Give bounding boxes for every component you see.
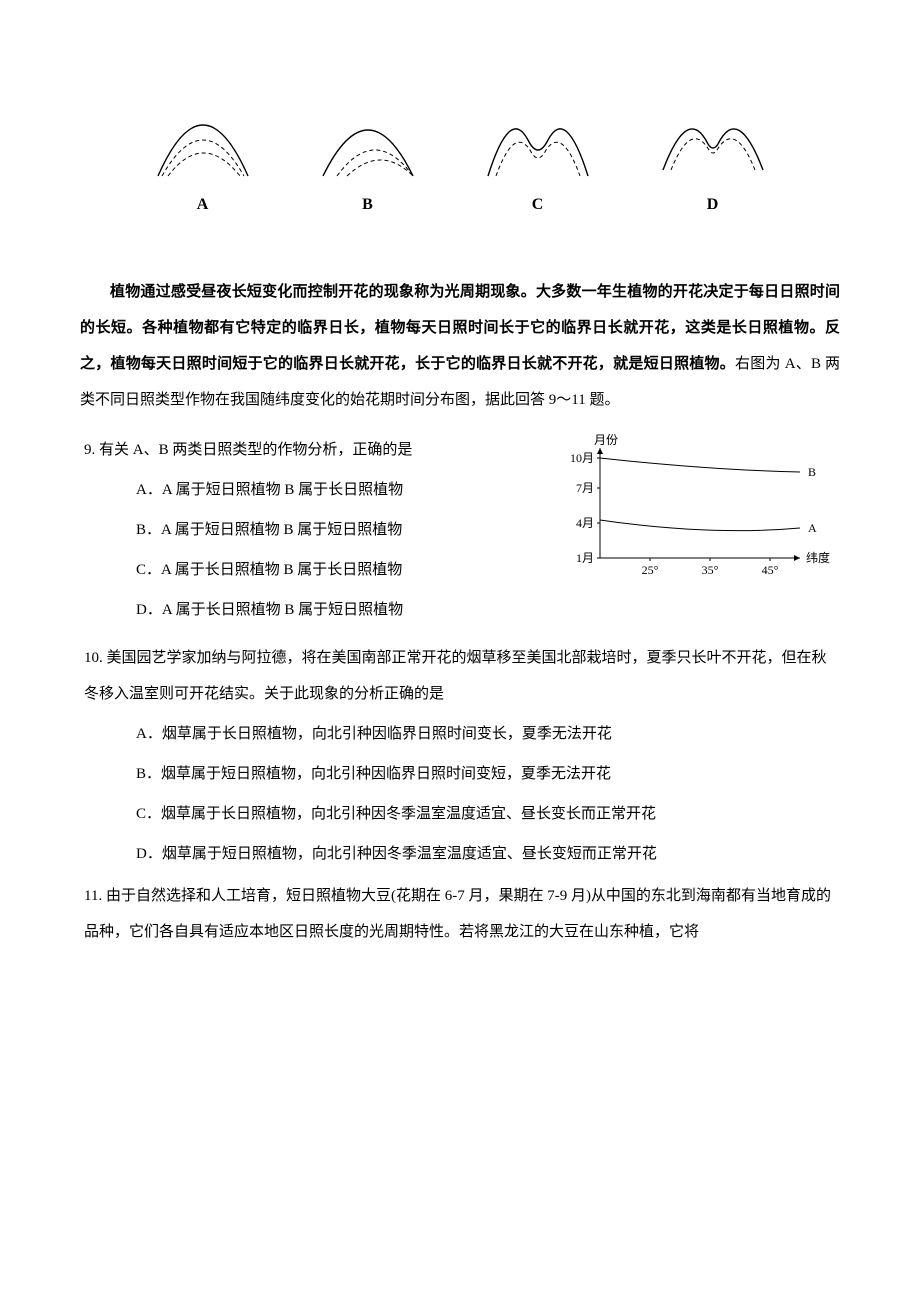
svg-text:35°: 35° [702,563,719,577]
q9-opt-a: A．A 属于短日照植物 B 属于长日照植物 [136,472,560,508]
q9-opt-c: C．A 属于长日照植物 B 属于长日照植物 [136,552,560,588]
svg-text:25°: 25° [642,563,659,577]
q9-opt-b: B．A 属于短日照植物 B 属于短日照植物 [136,512,560,548]
question-10: 10. 美国园艺学家加纳与阿拉德，将在美国南部正常开花的烟草移至美国北部栽培时，… [80,640,840,872]
shape-b: B [313,110,423,224]
passage-bold: 植物通过感受昼夜长短变化而控制开花的现象称为光周期现象。大多数一年生植物的开花决… [80,284,840,372]
svg-text:纬度: 纬度 [806,550,830,565]
svg-text:7月: 7月 [576,481,594,495]
q10-options: A．烟草属于长日照植物，向北引种因临界日照时间变长，夏季无法开花 B．烟草属于短… [84,716,840,872]
q10-opt-a: A．烟草属于长日照植物，向北引种因临界日照时间变长，夏季无法开花 [136,716,840,752]
q11-num: 11. [84,888,102,904]
svg-text:B: B [808,465,816,479]
shape-diagram-row: A B C D [80,90,840,244]
q10-opt-c: C．烟草属于长日照植物，向北引种因冬季温室温度适宜、昼长变长而正常开花 [136,796,840,832]
q10-num: 10. [84,650,103,666]
q9-options: A．A 属于短日照植物 B 属于长日照植物 B．A 属于短日照植物 B 属于短日… [84,472,560,628]
q9-num: 9. [84,442,95,458]
question-11: 11. 由于自然选择和人工培育，短日照植物大豆(花期在 6-7 月，果期在 7-… [80,878,840,950]
shape-d: D [653,110,773,224]
svg-text:45°: 45° [762,563,779,577]
shape-label-c: C [478,186,598,224]
shape-label-b: B [313,186,423,224]
q11-stem: 由于自然选择和人工培育，短日照植物大豆(花期在 6-7 月，果期在 7-9 月)… [84,888,831,940]
passage-text: 植物通过感受昼夜长短变化而控制开花的现象称为光周期现象。大多数一年生植物的开花决… [80,274,840,418]
shape-label-a: A [148,186,258,224]
shape-c: C [478,110,598,224]
shape-a: A [148,110,258,224]
svg-text:4月: 4月 [576,516,594,530]
q10-opt-d: D．烟草属于短日照植物，向北引种因冬季温室温度适宜、昼长变短而正常开花 [136,836,840,872]
svg-text:A: A [808,521,817,535]
q9-opt-d: D．A 属于长日照植物 B 属于短日照植物 [136,592,560,628]
latitude-chart: 月份纬度 10月 7月 4月 1月 25° 35° 45° B A [560,428,840,588]
question-9: 9. 有关 A、B 两类日照类型的作物分析，正确的是 A．A 属于短日照植物 B… [80,432,560,628]
shape-label-d: D [653,186,773,224]
svg-text:月份: 月份 [594,433,618,447]
q9-stem: 有关 A、B 两类日照类型的作物分析，正确的是 [99,442,412,458]
svg-text:1月: 1月 [576,551,594,565]
q10-opt-b: B．烟草属于短日照植物，向北引种因临界日照时间变短，夏季无法开花 [136,756,840,792]
svg-text:10月: 10月 [570,451,594,465]
q10-stem: 美国园艺学家加纳与阿拉德，将在美国南部正常开花的烟草移至美国北部栽培时，夏季只长… [84,650,827,702]
